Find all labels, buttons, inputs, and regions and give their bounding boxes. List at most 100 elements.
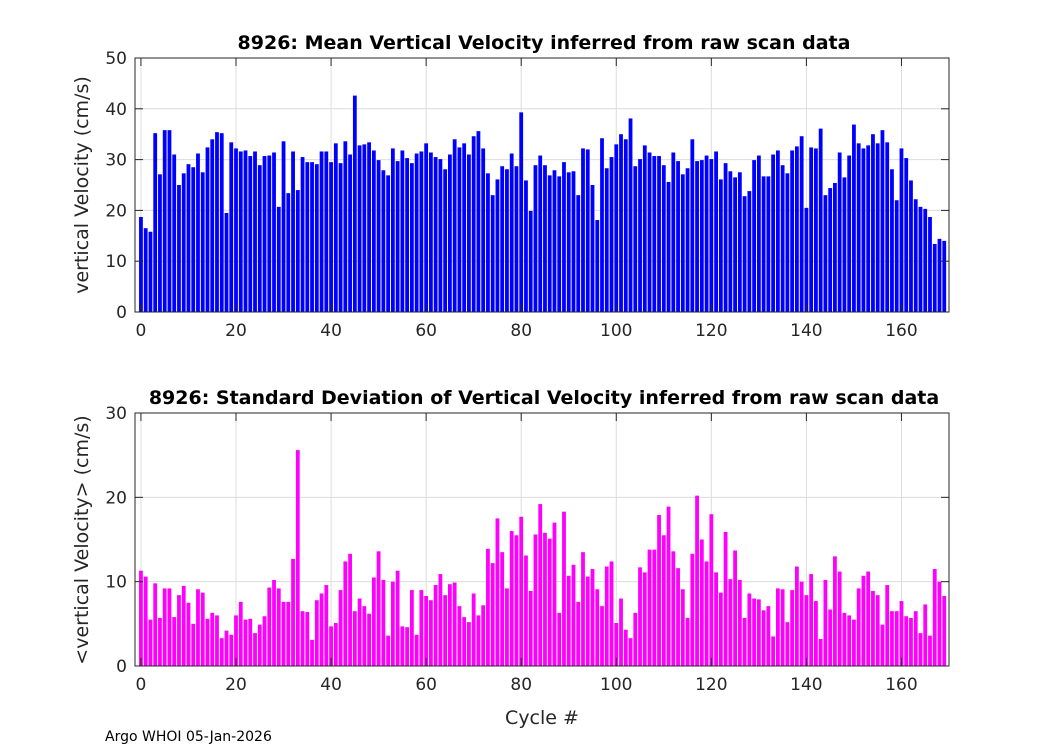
bar xyxy=(362,144,367,312)
bar xyxy=(733,177,737,312)
bar xyxy=(875,143,880,312)
bar xyxy=(680,174,685,312)
bar xyxy=(894,611,899,666)
bar xyxy=(428,152,433,312)
bar xyxy=(538,155,543,312)
bar xyxy=(790,150,795,312)
x-tick-label: 100 xyxy=(600,321,632,341)
bar xyxy=(818,639,823,666)
bar xyxy=(533,534,538,666)
bar xyxy=(234,148,238,312)
bar xyxy=(642,572,647,666)
bar xyxy=(942,240,947,312)
bar xyxy=(395,161,400,312)
bar xyxy=(291,151,295,312)
bar xyxy=(852,124,856,312)
bar xyxy=(766,606,771,666)
bar xyxy=(243,619,248,666)
bar xyxy=(196,589,200,666)
bar xyxy=(842,177,847,312)
x-tick-label: 80 xyxy=(510,675,532,695)
bar xyxy=(823,579,828,666)
bar xyxy=(338,163,343,312)
bar xyxy=(828,188,833,312)
bar xyxy=(590,569,595,666)
bar xyxy=(785,173,790,312)
bar xyxy=(272,579,276,666)
x-tick-label: 20 xyxy=(225,321,247,341)
bar xyxy=(452,139,457,312)
bar xyxy=(823,195,828,312)
bar xyxy=(566,172,571,312)
x-tick-label: 120 xyxy=(695,321,727,341)
bar xyxy=(438,574,443,666)
bar xyxy=(771,636,776,666)
bar xyxy=(490,563,495,666)
bar xyxy=(547,538,552,666)
bar xyxy=(219,133,224,312)
bar xyxy=(747,191,752,312)
bar xyxy=(467,622,471,666)
bar xyxy=(690,139,695,312)
bar xyxy=(281,141,286,312)
bar xyxy=(481,605,486,666)
bar xyxy=(609,157,614,312)
bar xyxy=(752,160,757,312)
bar xyxy=(847,615,852,666)
bar xyxy=(486,548,490,666)
bar xyxy=(200,592,205,666)
bar xyxy=(457,606,462,666)
bar xyxy=(923,604,928,666)
bar xyxy=(742,617,747,666)
bar xyxy=(942,596,947,666)
bar xyxy=(243,150,248,312)
axes-box xyxy=(134,412,950,667)
bar xyxy=(186,164,191,312)
bar xyxy=(614,144,619,312)
bar xyxy=(229,142,234,312)
bar xyxy=(505,588,509,666)
bar xyxy=(904,158,909,312)
bar xyxy=(680,589,685,666)
bar xyxy=(642,145,647,312)
bar xyxy=(799,581,804,666)
bar xyxy=(253,151,257,312)
bar xyxy=(604,168,609,312)
x-axis-label: Cycle # xyxy=(505,707,579,729)
bar xyxy=(139,217,143,312)
bar xyxy=(714,572,718,666)
bar xyxy=(543,165,547,312)
bar xyxy=(414,634,419,666)
bar xyxy=(890,611,894,666)
bar xyxy=(623,139,628,312)
bar xyxy=(937,581,942,666)
bar xyxy=(400,150,405,312)
bar xyxy=(804,207,809,312)
bar xyxy=(538,504,543,666)
bar xyxy=(852,619,856,666)
bar xyxy=(623,629,628,666)
x-tick-label: 60 xyxy=(415,321,437,341)
bar xyxy=(775,588,780,666)
bar xyxy=(771,154,776,312)
bar xyxy=(367,142,371,312)
bar xyxy=(932,243,937,312)
bar xyxy=(357,145,362,312)
bar xyxy=(167,130,172,312)
bar xyxy=(153,583,158,666)
bar xyxy=(433,157,438,312)
bar xyxy=(462,143,467,312)
bar xyxy=(395,570,400,666)
bar xyxy=(571,171,576,312)
bar xyxy=(595,220,600,312)
bar xyxy=(904,616,909,666)
bar xyxy=(685,168,690,312)
bar xyxy=(295,450,300,666)
bar xyxy=(652,549,657,666)
bar xyxy=(932,569,937,666)
y-tick-label: 0 xyxy=(116,657,127,677)
bar xyxy=(837,152,842,312)
bar xyxy=(880,130,885,312)
bar xyxy=(177,185,181,312)
bar xyxy=(471,136,476,312)
